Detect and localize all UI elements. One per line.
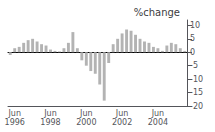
svg-text:2002: 2002 bbox=[112, 118, 132, 127]
svg-text:Jun: Jun bbox=[79, 109, 93, 118]
svg-text:-20: -20 bbox=[190, 102, 203, 111]
svg-text:Jun: Jun bbox=[115, 109, 129, 118]
svg-text:%change: %change bbox=[134, 7, 180, 18]
svg-text:0: 0 bbox=[190, 48, 195, 57]
svg-text:Jun: Jun bbox=[7, 109, 21, 118]
svg-text:1996: 1996 bbox=[5, 118, 25, 127]
svg-text:-5: -5 bbox=[190, 61, 198, 70]
svg-text:-15: -15 bbox=[190, 88, 203, 97]
svg-text:10: 10 bbox=[190, 21, 200, 30]
svg-text:1998: 1998 bbox=[40, 118, 60, 127]
svg-text:Jun: Jun bbox=[43, 109, 57, 118]
svg-text:5: 5 bbox=[190, 34, 195, 43]
svg-text:-10: -10 bbox=[190, 75, 203, 84]
svg-text:2000: 2000 bbox=[76, 118, 96, 127]
svg-text:2004: 2004 bbox=[148, 118, 168, 127]
svg-text:Jun: Jun bbox=[151, 109, 165, 118]
